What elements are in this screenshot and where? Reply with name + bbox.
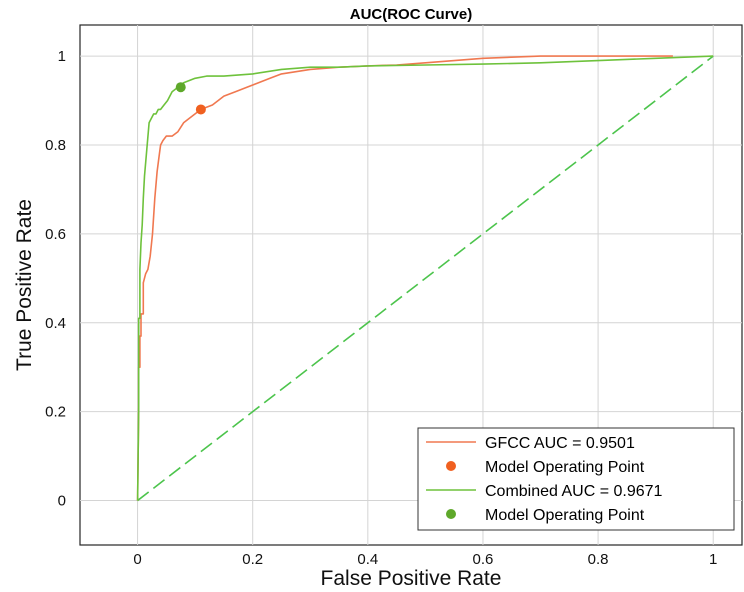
roc-series xyxy=(136,55,714,501)
y-tick-labels: 0 0.2 0.4 0.6 0.8 1 xyxy=(45,48,66,509)
x-tick-label: 0.2 xyxy=(242,551,263,568)
x-tick-label: 0 xyxy=(133,551,141,568)
legend-entry: Model Operating Point xyxy=(446,507,645,524)
operating-point-marker-1 xyxy=(195,104,206,115)
roc-curve-line-2 xyxy=(136,55,714,501)
y-tick-label: 0.8 xyxy=(45,137,66,154)
legend-label: Model Operating Point xyxy=(485,459,645,476)
y-tick-label: 0.2 xyxy=(45,404,66,421)
y-tick-label: 1 xyxy=(58,48,66,65)
x-tick-label: 0.8 xyxy=(588,551,609,568)
x-tick-label: 0.4 xyxy=(357,551,378,568)
legend-entry: Combined AUC = 0.9671 xyxy=(426,483,663,500)
x-tick-labels: 0 0.2 0.4 0.6 0.8 1 xyxy=(133,551,717,568)
y-tick-label: 0 xyxy=(58,493,66,510)
legend-box xyxy=(417,427,735,531)
legend-marker-swatch xyxy=(446,461,456,471)
chart-title: AUC(ROC Curve) xyxy=(350,6,473,23)
legend-marker-swatch xyxy=(446,509,456,519)
operating-point-marker-3 xyxy=(175,82,186,93)
y-axis-label: True Positive Rate xyxy=(13,199,36,371)
y-tick-label: 0.4 xyxy=(45,315,66,332)
chance-diagonal-line xyxy=(137,55,714,502)
legend: GFCC AUC = 0.9501 Model Operating Point Co… xyxy=(417,427,735,531)
x-axis-label: False Positive Rate xyxy=(321,567,502,590)
x-tick-label: 1 xyxy=(709,551,717,568)
legend-entry: GFCC AUC = 0.9501 xyxy=(426,435,635,452)
legend-label: Model Operating Point xyxy=(485,507,645,524)
y-tick-label: 0.6 xyxy=(45,226,66,243)
legend-entry: Model Operating Point xyxy=(446,459,645,476)
legend-label: GFCC AUC = 0.9501 xyxy=(485,435,635,452)
legend-label: Combined AUC = 0.9671 xyxy=(485,483,663,500)
x-tick-label: 0.6 xyxy=(473,551,494,568)
